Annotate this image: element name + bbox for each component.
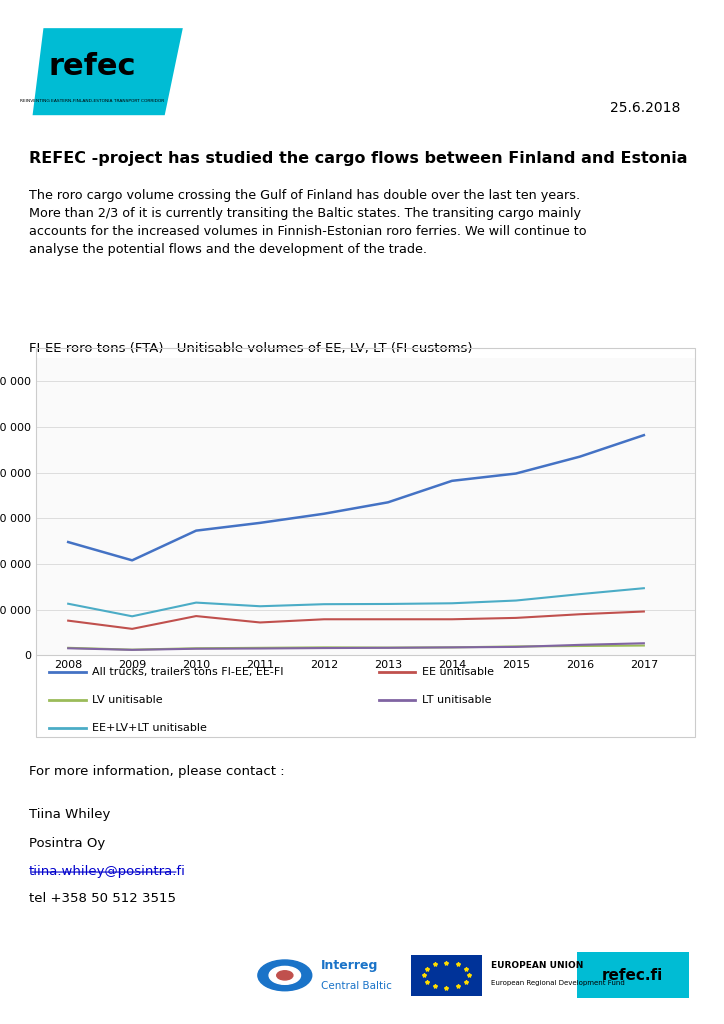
Text: European Regional Development Fund: European Regional Development Fund (492, 980, 625, 986)
Text: FI-EE roro tons (FTA) - Unitisable volumes of EE, LV, LT (FI customs): FI-EE roro tons (FTA) - Unitisable volum… (29, 342, 473, 354)
Text: tel +358 50 512 3515: tel +358 50 512 3515 (29, 892, 176, 905)
Text: REFEC -project has studied the cargo flows between Finland and Estonia: REFEC -project has studied the cargo flo… (29, 152, 688, 166)
Text: EE+LV+LT unitisable: EE+LV+LT unitisable (92, 723, 207, 732)
Text: Tiina Whiley: Tiina Whiley (29, 808, 110, 820)
Text: EUROPEAN UNION: EUROPEAN UNION (492, 961, 584, 970)
Text: LV unitisable: LV unitisable (92, 695, 163, 705)
Text: EE unitisable: EE unitisable (421, 668, 494, 677)
Text: Central Baltic: Central Baltic (321, 981, 392, 990)
Text: refec.fi: refec.fi (602, 968, 663, 983)
Text: All trucks, trailers tons FI-EE, EE-FI: All trucks, trailers tons FI-EE, EE-FI (92, 668, 284, 677)
Text: REINVENTING EASTERN-FINLAND-ESTONIA TRANSPORT CORRIDOR: REINVENTING EASTERN-FINLAND-ESTONIA TRAN… (20, 99, 164, 103)
Circle shape (258, 961, 312, 991)
Polygon shape (33, 28, 182, 116)
Bar (411, 954, 482, 995)
Text: refec: refec (49, 52, 136, 81)
Text: The roro cargo volume crossing the Gulf of Finland has double over the last ten : The roro cargo volume crossing the Gulf … (29, 189, 586, 256)
Text: LT unitisable: LT unitisable (421, 695, 491, 705)
Bar (576, 952, 689, 998)
Text: Interreg: Interreg (321, 958, 378, 972)
Text: 25.6.2018: 25.6.2018 (610, 100, 681, 115)
Text: For more information, please contact :: For more information, please contact : (29, 765, 285, 778)
Text: tiina.whiley@posintra.fi: tiina.whiley@posintra.fi (29, 864, 186, 878)
Text: Posintra Oy: Posintra Oy (29, 837, 105, 850)
Circle shape (277, 971, 293, 980)
Circle shape (269, 967, 300, 984)
